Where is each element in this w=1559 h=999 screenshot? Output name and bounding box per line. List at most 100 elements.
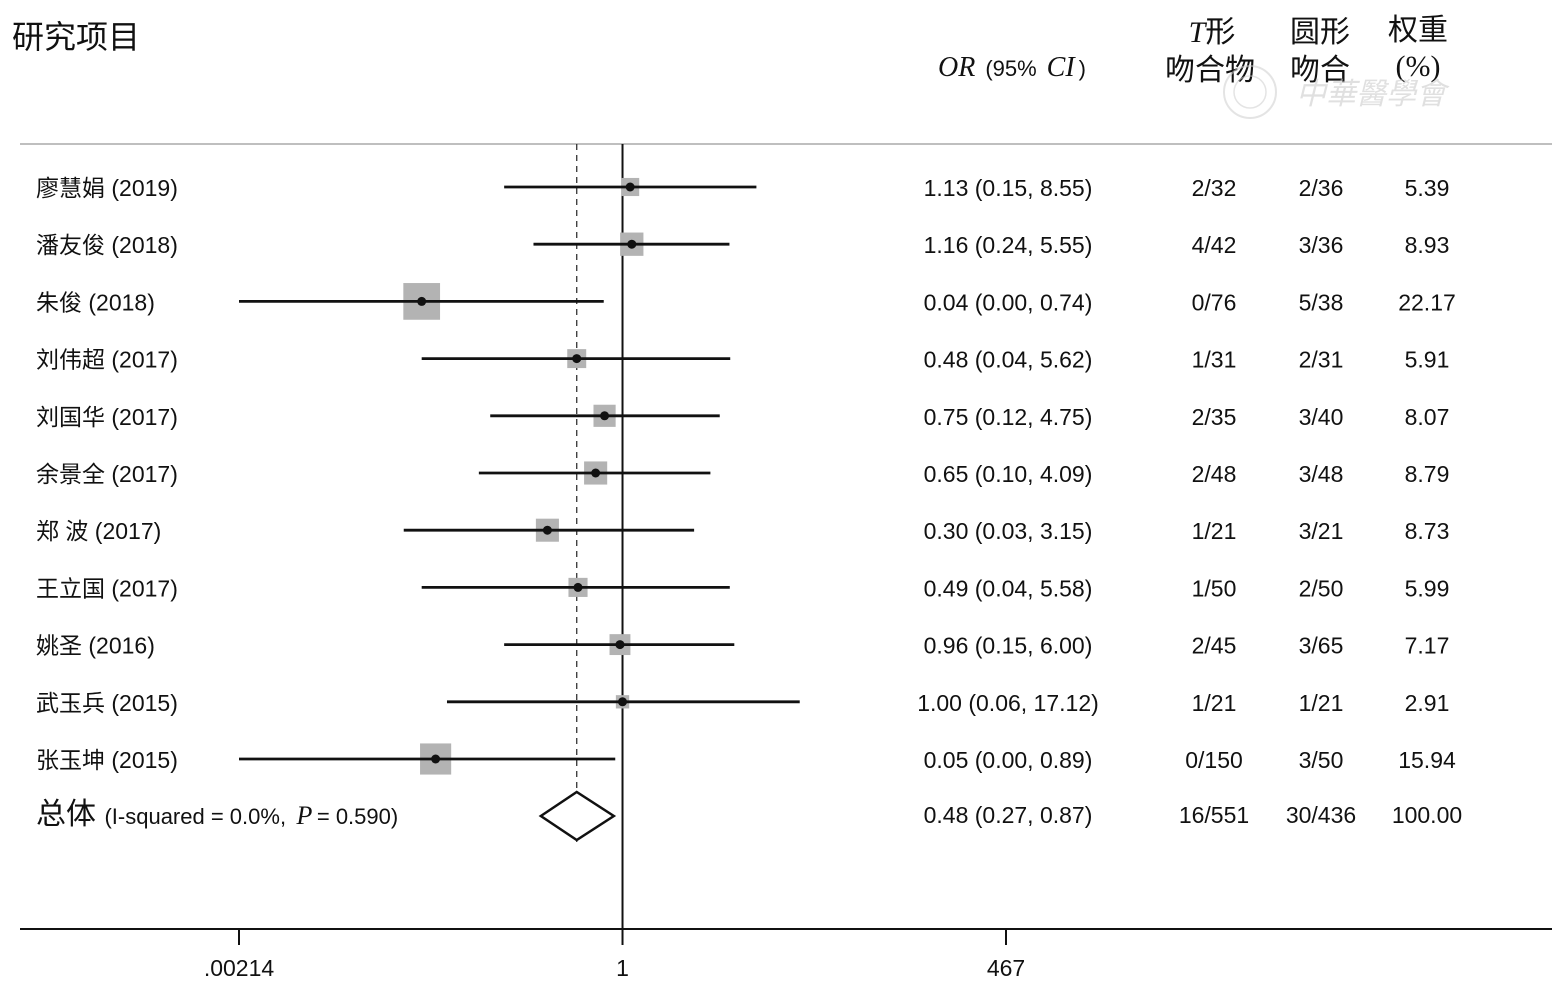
weight-header-line1: 权重 (1388, 14, 1448, 47)
watermark-text: 中華醫學會 (1296, 78, 1450, 111)
study-weight: 8.79 (1405, 461, 1450, 487)
ci-header-paren-open: (95% (985, 56, 1036, 81)
study-ci-text: 0.48 (0.04, 5.62) (924, 347, 1093, 373)
x-tick-label: .00214 (204, 955, 275, 981)
watermark: 中華醫學會 (1223, 65, 1450, 119)
point-estimate (600, 411, 610, 421)
study-row: 刘国华 (2017) 0.75 (0.12, 4.75) 2/35 3/40 8.07 (36, 404, 1449, 430)
study-weight: 7.17 (1405, 633, 1450, 659)
study-row: 朱俊 (2018) 0.04 (0.00, 0.74) 0/76 5/38 22.17 (36, 283, 1456, 320)
study-round-events: 3/50 (1299, 747, 1344, 773)
study-round-events: 2/50 (1299, 575, 1344, 601)
x-tick-label: 1 (616, 955, 629, 981)
pooled-ci-text: 0.48 (0.27, 0.87) (924, 802, 1093, 828)
study-label: 潘友俊 (2018) (36, 232, 178, 258)
point-estimate (431, 754, 441, 764)
study-round-events: 1/21 (1299, 690, 1344, 716)
study-t-events: 1/21 (1192, 690, 1237, 716)
pooled-round-events: 30/436 (1286, 802, 1356, 828)
study-weight: 5.91 (1405, 347, 1450, 373)
weight-header-line2: (%) (1396, 50, 1441, 83)
study-round-events: 3/36 (1299, 232, 1344, 258)
study-ci-text: 0.04 (0.00, 0.74) (924, 289, 1093, 315)
study-t-events: 1/50 (1192, 575, 1237, 601)
pooled-row: 总体 (I-squared = 0.0%, P = 0.590) 0.48 (0… (36, 790, 1462, 842)
study-ci-text: 0.30 (0.03, 3.15) (924, 518, 1093, 544)
study-label: 张玉坤 (2015) (36, 747, 178, 773)
or-header-label: OR (938, 52, 975, 83)
ci-header-label: CI (1047, 52, 1077, 83)
study-label: 余景全 (2017) (36, 461, 178, 487)
x-tick-label: 467 (987, 955, 1025, 981)
study-label: 姚圣 (2016) (36, 633, 155, 659)
study-ci-text: 0.49 (0.04, 5.58) (924, 575, 1093, 601)
watermark-seal-icon (1223, 65, 1277, 119)
watermark-seal-inner-icon (1233, 75, 1267, 109)
point-estimate (417, 296, 427, 306)
study-row: 武玉兵 (2015) 1.00 (0.06, 17.12) 1/21 1/21 2.91 (36, 690, 1449, 716)
study-label: 武玉兵 (2015) (36, 690, 178, 716)
study-label: 刘伟超 (2017) (36, 347, 178, 373)
study-weight: 5.99 (1405, 575, 1450, 601)
study-row: 郑 波 (2017) 0.30 (0.03, 3.15) 1/21 3/21 8.73 (36, 518, 1449, 544)
t-header-italic: T (1189, 16, 1208, 49)
study-ci-text: 1.13 (0.15, 8.55) (924, 175, 1093, 201)
study-round-events: 3/48 (1299, 461, 1344, 487)
study-label: 郑 波 (2017) (36, 518, 161, 544)
point-estimate (618, 697, 628, 707)
t-header-rest: 形 (1205, 16, 1235, 49)
point-estimate (625, 182, 635, 192)
overall-heterogeneity-prefix: (I-squared = 0.0%, (104, 804, 286, 829)
study-row: 姚圣 (2016) 0.96 (0.15, 6.00) 2/45 3/65 7.17 (36, 633, 1449, 659)
study-t-events: 2/45 (1192, 633, 1237, 659)
study-ci-text: 0.75 (0.12, 4.75) (924, 404, 1093, 430)
t-anastomosis-header-line2: 吻合物 (1165, 54, 1255, 87)
study-t-events: 2/48 (1192, 461, 1237, 487)
pooled-diamond (538, 790, 617, 842)
study-round-events: 3/65 (1299, 633, 1344, 659)
study-round-events: 5/38 (1299, 289, 1344, 315)
study-t-events: 2/35 (1192, 404, 1237, 430)
overall-p-label: P (296, 801, 313, 830)
study-row: 潘友俊 (2018) 1.16 (0.24, 5.55) 4/42 3/36 8.93 (36, 232, 1449, 258)
study-column-header: 研究项目 (12, 19, 140, 55)
round-anastomosis-header-line1: 圆形 (1290, 16, 1350, 49)
study-ci-text: 0.05 (0.00, 0.89) (924, 747, 1093, 773)
study-t-events: 4/42 (1192, 232, 1237, 258)
round-anastomosis-header-line2: 吻合 (1290, 54, 1350, 87)
overall-heterogeneity-suffix: = 0.590) (317, 804, 398, 829)
study-label: 王立国 (2017) (36, 575, 178, 601)
point-estimate (572, 354, 582, 364)
study-t-events: 2/32 (1192, 175, 1237, 201)
study-weight: 2.91 (1405, 690, 1450, 716)
study-label: 朱俊 (2018) (36, 289, 155, 315)
study-label: 廖慧娟 (2019) (36, 175, 178, 201)
t-anastomosis-header-line1: T形 (1189, 16, 1236, 49)
point-estimate (591, 468, 601, 478)
study-weight: 5.39 (1405, 175, 1450, 201)
study-t-events: 0/76 (1192, 289, 1237, 315)
study-weight: 8.93 (1405, 232, 1450, 258)
overall-title: 总体 (36, 798, 96, 831)
study-weight: 8.73 (1405, 518, 1450, 544)
study-ci-text: 1.00 (0.06, 17.12) (917, 690, 1099, 716)
pooled-weight: 100.00 (1392, 802, 1462, 828)
or-ci-header: OR (95% CI ) (938, 52, 1086, 83)
study-row: 张玉坤 (2015) 0.05 (0.00, 0.89) 0/150 3/50 15.9… (36, 743, 1456, 775)
study-ci-text: 0.65 (0.10, 4.09) (924, 461, 1093, 487)
study-round-events: 2/36 (1299, 175, 1344, 201)
study-ci-text: 1.16 (0.24, 5.55) (924, 232, 1093, 258)
study-row: 刘伟超 (2017) 0.48 (0.04, 5.62) 1/31 2/31 5.91 (36, 347, 1449, 373)
pooled-t-events: 16/551 (1179, 802, 1249, 828)
study-row: 余景全 (2017) 0.65 (0.10, 4.09) 2/48 3/48 8.79 (36, 461, 1449, 487)
study-ci-text: 0.96 (0.15, 6.00) (924, 633, 1093, 659)
study-t-events: 0/150 (1185, 747, 1243, 773)
study-round-events: 3/40 (1299, 404, 1344, 430)
overall-label: 总体 (I-squared = 0.0%, P = 0.590) (36, 798, 398, 831)
study-round-events: 2/31 (1299, 347, 1344, 373)
study-weight: 22.17 (1398, 289, 1456, 315)
study-round-events: 3/21 (1299, 518, 1344, 544)
study-label: 刘国华 (2017) (36, 404, 178, 430)
study-t-events: 1/21 (1192, 518, 1237, 544)
study-t-events: 1/31 (1192, 347, 1237, 373)
